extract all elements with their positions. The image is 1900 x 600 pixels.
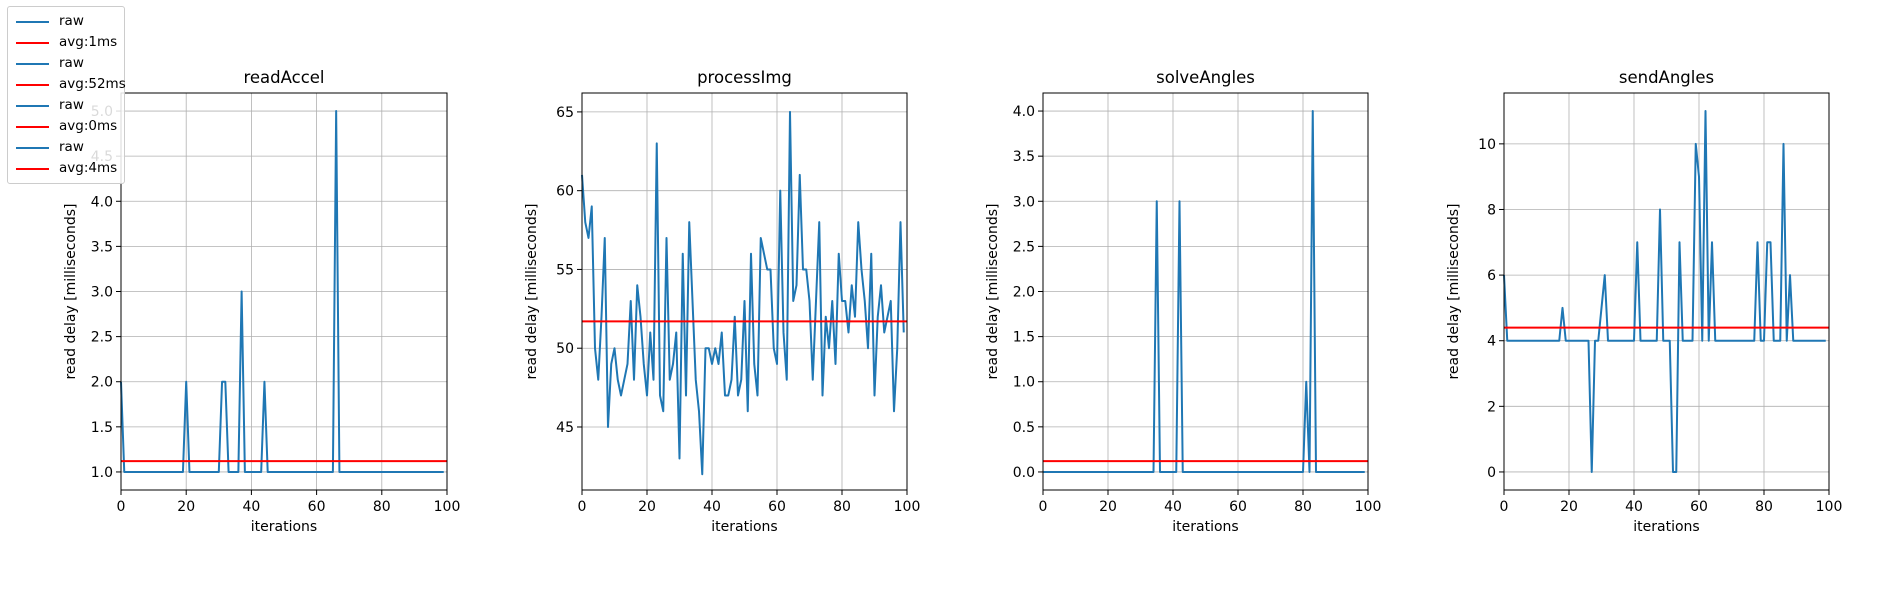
y-tick-label: 2.5	[1013, 239, 1035, 255]
x-tick-label: 40	[1625, 499, 1643, 515]
y-tick-label: 1.0	[1013, 375, 1035, 391]
legend-entry: raw	[8, 95, 124, 116]
x-tick-label: 80	[833, 499, 851, 515]
series-line-raw	[1503, 110, 1826, 473]
chart-panel-1: 0 20 40 60 80 100 45 50 55 60 65 processImg iteratio…	[524, 68, 920, 535]
x-axis-label: iterations	[251, 519, 317, 535]
y-tick-label: 8	[1487, 202, 1496, 218]
x-tick-label: 80	[1755, 499, 1773, 515]
legend-entry: avg:52ms	[8, 74, 126, 95]
x-tick-label: 0	[1500, 499, 1509, 515]
x-tick-label: 60	[1690, 499, 1708, 515]
chart-title: solveAngles	[1156, 68, 1255, 87]
x-axis-label: iterations	[1172, 519, 1238, 535]
x-tick-label: 20	[1560, 499, 1578, 515]
y-tick-label: 55	[556, 262, 574, 278]
legend-label: avg:52ms	[59, 76, 126, 92]
plot-frame	[1503, 92, 1830, 491]
x-tick-label: 60	[768, 499, 786, 515]
legend-swatch	[16, 168, 49, 170]
x-axis-label: iterations	[711, 519, 777, 535]
y-tick-label: 2.5	[91, 330, 113, 346]
y-tick-label: 4.0	[1013, 104, 1035, 120]
x-tick-label: 40	[1164, 499, 1182, 515]
legend-label: avg:0ms	[59, 118, 118, 134]
legend-entry: raw	[8, 137, 124, 158]
y-tick-label: 1.5	[1013, 330, 1035, 346]
legend-label: raw	[59, 55, 84, 71]
legend-swatch	[16, 21, 49, 23]
y-tick-label: 0	[1487, 465, 1496, 481]
y-tick-label: 2	[1487, 399, 1496, 415]
legend: raw avg:1ms raw avg:52ms raw avg:0ms raw avg:4m…	[7, 6, 126, 184]
legend-label: avg:1ms	[59, 34, 118, 50]
chart-panel-0: 0204060801001.01.52.02.53.03.54.04.55.0r…	[63, 68, 460, 535]
y-tick-label: 10	[1478, 137, 1496, 153]
y-tick-label: 1.0	[91, 465, 113, 481]
legend-label: raw	[59, 139, 84, 155]
y-tick-label: 45	[556, 420, 574, 436]
legend-entry: raw	[8, 11, 124, 32]
y-axis-label: read delay [milliseconds]	[63, 203, 79, 379]
legend-label: raw	[59, 13, 84, 29]
y-tick-label: 1.5	[91, 420, 113, 436]
y-axis-label: read delay [milliseconds]	[524, 203, 540, 379]
y-axis-label: read delay [milliseconds]	[985, 203, 1001, 379]
series-line-raw	[581, 110, 905, 476]
legend-label: avg:4ms	[59, 160, 118, 176]
legend-swatch	[16, 84, 49, 86]
y-axis-label: read delay [milliseconds]	[1446, 203, 1462, 379]
series-line-raw	[120, 110, 444, 473]
y-tick-label: 6	[1487, 268, 1496, 284]
x-tick-label: 100	[1355, 499, 1382, 515]
x-tick-label: 20	[1099, 499, 1117, 515]
y-tick-label: 4.0	[91, 194, 113, 210]
chart-panel-3: 0 20 40 60 80 100 0 2 4 6 8 10 sendAngles iterations r…	[1446, 68, 1842, 535]
series-line-raw	[1043, 110, 1365, 473]
x-tick-label: 0	[578, 499, 587, 515]
x-tick-label: 100	[1816, 499, 1843, 515]
y-tick-label: 3.0	[1013, 194, 1035, 210]
x-tick-label: 100	[894, 499, 921, 515]
y-tick-label: 0.0	[1013, 465, 1035, 481]
plot-frame	[581, 92, 908, 491]
y-tick-label: 65	[556, 105, 574, 121]
chart-title: sendAngles	[1619, 68, 1714, 87]
legend-entry: avg:0ms	[8, 116, 124, 137]
y-tick-label: 3.0	[91, 285, 113, 301]
y-tick-label: 3.5	[91, 239, 113, 255]
legend-entry: avg:4ms	[8, 158, 124, 179]
x-tick-label: 40	[703, 499, 721, 515]
y-tick-label: 2.0	[1013, 285, 1035, 301]
x-tick-label: 60	[308, 499, 326, 515]
legend-swatch	[16, 42, 49, 44]
x-tick-label: 20	[177, 499, 195, 515]
legend-entry: avg:1ms	[8, 32, 124, 53]
x-tick-label: 20	[638, 499, 656, 515]
chart-title: readAccel	[243, 68, 324, 87]
x-tick-label: 40	[242, 499, 260, 515]
chart-title: processImg	[697, 68, 792, 87]
y-tick-label: 4	[1487, 334, 1496, 350]
y-tick-label: 2.0	[91, 375, 113, 391]
chart-panel-2: 0 20 40 60 80 100 0.0 0.5 1.0 1.5 2.0 2.5 3.0 3.5 4.0 s…	[985, 68, 1381, 535]
x-tick-label: 0	[117, 499, 126, 515]
x-axis-label: iterations	[1633, 519, 1699, 535]
legend-swatch	[16, 63, 49, 65]
x-tick-label: 60	[1229, 499, 1247, 515]
y-tick-label: 3.5	[1013, 149, 1035, 165]
x-tick-label: 80	[373, 499, 391, 515]
x-tick-label: 80	[1294, 499, 1312, 515]
y-tick-label: 0.5	[1013, 420, 1035, 436]
y-tick-label: 60	[556, 184, 574, 200]
legend-label: raw	[59, 97, 84, 113]
y-tick-label: 50	[556, 341, 574, 357]
legend-swatch	[16, 147, 49, 149]
legend-swatch	[16, 105, 49, 107]
legend-swatch	[16, 126, 49, 128]
x-tick-label: 100	[434, 499, 461, 515]
legend-entry: raw	[8, 53, 124, 74]
x-tick-label: 0	[1039, 499, 1048, 515]
